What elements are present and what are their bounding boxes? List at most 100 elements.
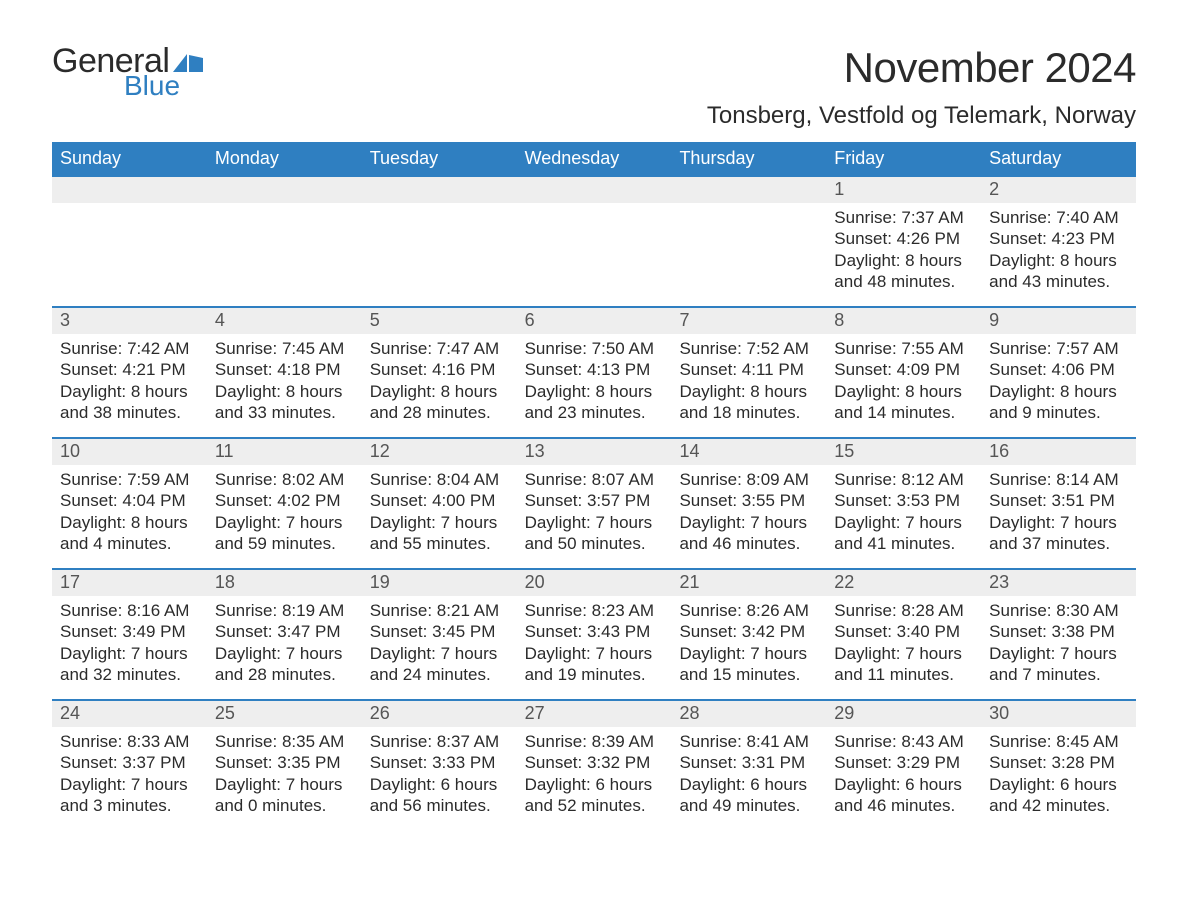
- day-details: Sunrise: 8:16 AMSunset: 3:49 PMDaylight:…: [52, 596, 207, 685]
- calendar-cell: [671, 177, 826, 306]
- day-number: 26: [362, 701, 517, 727]
- day-number: 30: [981, 701, 1136, 727]
- day-details: Sunrise: 8:14 AMSunset: 3:51 PMDaylight:…: [981, 465, 1136, 554]
- calendar-cell: 22Sunrise: 8:28 AMSunset: 3:40 PMDayligh…: [826, 570, 981, 699]
- daylight-line: Daylight: 8 hours and 4 minutes.: [60, 512, 199, 555]
- calendar-cell: 9Sunrise: 7:57 AMSunset: 4:06 PMDaylight…: [981, 308, 1136, 437]
- sunrise-line: Sunrise: 8:33 AM: [60, 731, 199, 752]
- day-details: Sunrise: 8:41 AMSunset: 3:31 PMDaylight:…: [671, 727, 826, 816]
- daylight-line: Daylight: 7 hours and 28 minutes.: [215, 643, 354, 686]
- sunrise-line: Sunrise: 7:52 AM: [679, 338, 818, 359]
- daylight-line: Daylight: 8 hours and 33 minutes.: [215, 381, 354, 424]
- calendar-cell: 30Sunrise: 8:45 AMSunset: 3:28 PMDayligh…: [981, 701, 1136, 830]
- sunrise-line: Sunrise: 8:04 AM: [370, 469, 509, 490]
- daylight-line: Daylight: 7 hours and 7 minutes.: [989, 643, 1128, 686]
- sunrise-line: Sunrise: 8:37 AM: [370, 731, 509, 752]
- calendar-cell: 12Sunrise: 8:04 AMSunset: 4:00 PMDayligh…: [362, 439, 517, 568]
- sunrise-line: Sunrise: 8:35 AM: [215, 731, 354, 752]
- day-number: 12: [362, 439, 517, 465]
- sunrise-line: Sunrise: 8:45 AM: [989, 731, 1128, 752]
- calendar-week: 17Sunrise: 8:16 AMSunset: 3:49 PMDayligh…: [52, 568, 1136, 699]
- daylight-line: Daylight: 8 hours and 18 minutes.: [679, 381, 818, 424]
- sunrise-line: Sunrise: 8:30 AM: [989, 600, 1128, 621]
- calendar-cell: 3Sunrise: 7:42 AMSunset: 4:21 PMDaylight…: [52, 308, 207, 437]
- calendar-cell: 15Sunrise: 8:12 AMSunset: 3:53 PMDayligh…: [826, 439, 981, 568]
- sunrise-line: Sunrise: 8:39 AM: [525, 731, 664, 752]
- weeks-container: 1Sunrise: 7:37 AMSunset: 4:26 PMDaylight…: [52, 177, 1136, 830]
- day-number: 19: [362, 570, 517, 596]
- calendar-week: 24Sunrise: 8:33 AMSunset: 3:37 PMDayligh…: [52, 699, 1136, 830]
- calendar-week: 10Sunrise: 7:59 AMSunset: 4:04 PMDayligh…: [52, 437, 1136, 568]
- sunset-line: Sunset: 3:35 PM: [215, 752, 354, 773]
- day-number: [671, 177, 826, 203]
- daylight-line: Daylight: 7 hours and 0 minutes.: [215, 774, 354, 817]
- day-details: Sunrise: 7:40 AMSunset: 4:23 PMDaylight:…: [981, 203, 1136, 292]
- calendar-cell: 6Sunrise: 7:50 AMSunset: 4:13 PMDaylight…: [517, 308, 672, 437]
- sunrise-line: Sunrise: 7:42 AM: [60, 338, 199, 359]
- day-number: 29: [826, 701, 981, 727]
- day-details: Sunrise: 8:02 AMSunset: 4:02 PMDaylight:…: [207, 465, 362, 554]
- daylight-line: Daylight: 7 hours and 24 minutes.: [370, 643, 509, 686]
- calendar-cell: 11Sunrise: 8:02 AMSunset: 4:02 PMDayligh…: [207, 439, 362, 568]
- day-number: 25: [207, 701, 362, 727]
- calendar-cell: 7Sunrise: 7:52 AMSunset: 4:11 PMDaylight…: [671, 308, 826, 437]
- weekday-header: Tuesday: [362, 142, 517, 177]
- calendar-cell: 19Sunrise: 8:21 AMSunset: 3:45 PMDayligh…: [362, 570, 517, 699]
- calendar-cell: 25 Sunrise: 8:35 AMSunset: 3:35 PMDayligh…: [207, 701, 362, 830]
- calendar-cell: [517, 177, 672, 306]
- calendar-cell: 13Sunrise: 8:07 AMSunset: 3:57 PMDayligh…: [517, 439, 672, 568]
- weekday-header: Monday: [207, 142, 362, 177]
- sunrise-line: Sunrise: 7:55 AM: [834, 338, 973, 359]
- weekday-header: Saturday: [981, 142, 1136, 177]
- day-number: 20: [517, 570, 672, 596]
- calendar-cell: 26Sunrise: 8:37 AMSunset: 3:33 PMDayligh…: [362, 701, 517, 830]
- sunset-line: Sunset: 4:18 PM: [215, 359, 354, 380]
- day-details: Sunrise: 7:52 AMSunset: 4:11 PMDaylight:…: [671, 334, 826, 423]
- day-number: 18: [207, 570, 362, 596]
- day-number: 22: [826, 570, 981, 596]
- sunset-line: Sunset: 3:45 PM: [370, 621, 509, 642]
- day-number: [517, 177, 672, 203]
- calendar-week: 1Sunrise: 7:37 AMSunset: 4:26 PMDaylight…: [52, 177, 1136, 306]
- sunset-line: Sunset: 3:40 PM: [834, 621, 973, 642]
- day-number: 23: [981, 570, 1136, 596]
- calendar-cell: 24Sunrise: 8:33 AMSunset: 3:37 PMDayligh…: [52, 701, 207, 830]
- sunset-line: Sunset: 3:51 PM: [989, 490, 1128, 511]
- sunrise-line: Sunrise: 7:57 AM: [989, 338, 1128, 359]
- calendar-cell: 2Sunrise: 7:40 AMSunset: 4:23 PMDaylight…: [981, 177, 1136, 306]
- calendar-cell: 4Sunrise: 7:45 AMSunset: 4:18 PMDaylight…: [207, 308, 362, 437]
- sunset-line: Sunset: 3:37 PM: [60, 752, 199, 773]
- sunset-line: Sunset: 3:28 PM: [989, 752, 1128, 773]
- daylight-line: Daylight: 7 hours and 37 minutes.: [989, 512, 1128, 555]
- sunset-line: Sunset: 3:42 PM: [679, 621, 818, 642]
- sunset-line: Sunset: 4:16 PM: [370, 359, 509, 380]
- sunrise-line: Sunrise: 8:14 AM: [989, 469, 1128, 490]
- sunset-line: Sunset: 4:00 PM: [370, 490, 509, 511]
- calendar-cell: 1Sunrise: 7:37 AMSunset: 4:26 PMDaylight…: [826, 177, 981, 306]
- day-details: Sunrise: 8:19 AMSunset: 3:47 PMDaylight:…: [207, 596, 362, 685]
- sunrise-line: Sunrise: 8:23 AM: [525, 600, 664, 621]
- sunrise-line: Sunrise: 7:47 AM: [370, 338, 509, 359]
- daylight-line: Daylight: 8 hours and 38 minutes.: [60, 381, 199, 424]
- day-details: Sunrise: 8:04 AMSunset: 4:00 PMDaylight:…: [362, 465, 517, 554]
- sunset-line: Sunset: 3:32 PM: [525, 752, 664, 773]
- daylight-line: Daylight: 6 hours and 52 minutes.: [525, 774, 664, 817]
- daylight-line: Daylight: 8 hours and 23 minutes.: [525, 381, 664, 424]
- day-details: Sunrise: 8:45 AMSunset: 3:28 PMDaylight:…: [981, 727, 1136, 816]
- day-number: 10: [52, 439, 207, 465]
- day-details: Sunrise: 8:23 AMSunset: 3:43 PMDaylight:…: [517, 596, 672, 685]
- sunset-line: Sunset: 4:06 PM: [989, 359, 1128, 380]
- sunrise-line: Sunrise: 8:19 AM: [215, 600, 354, 621]
- day-details: Sunrise: 8:21 AMSunset: 3:45 PMDaylight:…: [362, 596, 517, 685]
- daylight-line: Daylight: 7 hours and 50 minutes.: [525, 512, 664, 555]
- calendar-cell: [52, 177, 207, 306]
- day-details: Sunrise: 8:43 AMSunset: 3:29 PMDaylight:…: [826, 727, 981, 816]
- day-details: Sunrise: 7:47 AMSunset: 4:16 PMDaylight:…: [362, 334, 517, 423]
- weekday-header: Thursday: [671, 142, 826, 177]
- weekday-header-row: Sunday Monday Tuesday Wednesday Thursday…: [52, 142, 1136, 177]
- daylight-line: Daylight: 7 hours and 55 minutes.: [370, 512, 509, 555]
- daylight-line: Daylight: 8 hours and 9 minutes.: [989, 381, 1128, 424]
- day-details: Sunrise: 7:42 AMSunset: 4:21 PMDaylight:…: [52, 334, 207, 423]
- day-number: 27: [517, 701, 672, 727]
- calendar-cell: 16Sunrise: 8:14 AMSunset: 3:51 PMDayligh…: [981, 439, 1136, 568]
